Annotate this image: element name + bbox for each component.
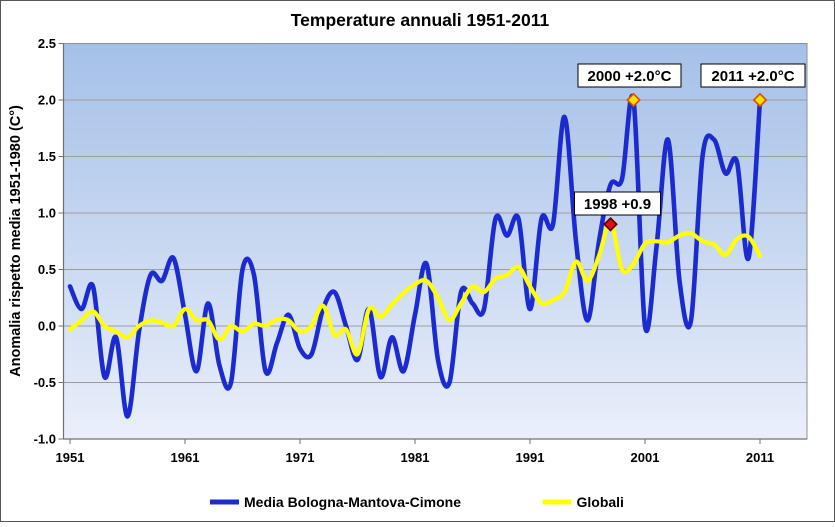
x-tick-label: 2011 xyxy=(746,450,774,465)
x-tick-label: 1981 xyxy=(401,450,430,465)
y-tick-label: 0.0 xyxy=(38,319,56,334)
y-tick-label: 2.5 xyxy=(38,36,56,51)
annotation-2000: 2000 +2.0°C xyxy=(577,63,682,88)
plot-area xyxy=(63,43,807,439)
marker-diamond-1998 xyxy=(603,216,618,232)
x-tick-label: 1991 xyxy=(516,450,545,465)
annotation-box xyxy=(700,63,806,88)
marker-diamond-2000 xyxy=(626,92,641,108)
x-tick-label: 1951 xyxy=(56,450,85,465)
legend: Media Bologna-Mantova-Cimone Globali xyxy=(210,494,624,510)
legend-label-globali: Globali xyxy=(577,494,624,510)
chart-title: Temperature annuali 1951-2011 xyxy=(291,10,550,30)
y-tick-label: -0.5 xyxy=(34,375,56,390)
y-tick-label: 1.5 xyxy=(38,149,56,164)
y-tick-label: -1.0 xyxy=(34,432,56,447)
x-tick-label: 1971 xyxy=(286,450,315,465)
y-tick-label: 0.5 xyxy=(38,262,56,277)
x-tick-label: 1961 xyxy=(171,450,200,465)
annotation-label: 2000 +2.0°C xyxy=(588,68,672,85)
y-tick-label: 2.0 xyxy=(38,93,56,108)
marker-diamond-2011 xyxy=(752,92,768,108)
annotation-box xyxy=(577,63,682,88)
x-tick-label: 2001 xyxy=(631,450,660,465)
annotation-label: 2011 +2.0°C xyxy=(711,68,794,85)
annotation-1998: 1998 +0.9 xyxy=(574,191,661,216)
series-layer xyxy=(67,92,768,419)
series-line-media-bologna-mantova-cimone xyxy=(67,93,763,419)
series-line-globali xyxy=(67,219,763,357)
annotation-box xyxy=(574,191,661,216)
y-tick-label: 1.0 xyxy=(38,206,56,221)
y-axis-title: Anomalia rispetto media 1951-1980 (C°) xyxy=(8,105,24,377)
annotation-label: 1998 +0.9 xyxy=(584,196,651,213)
legend-label-media-bologna-mantova-cimone: Media Bologna-Mantova-Cimone xyxy=(244,494,461,510)
annotation-2011: 2011 +2.0°C xyxy=(700,63,806,88)
